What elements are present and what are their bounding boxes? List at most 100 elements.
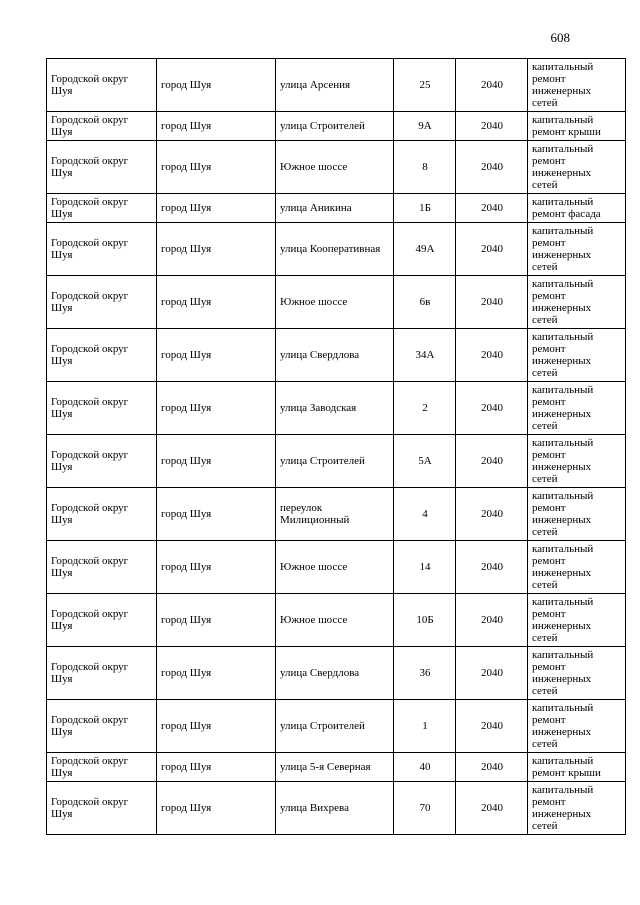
cell-municipality: Городской округ Шуя <box>46 328 157 382</box>
city-text: город Шуя <box>161 202 212 214</box>
municipality-text: Городской округ Шуя <box>51 449 129 473</box>
cell-house-number: 25 <box>393 58 456 112</box>
house-number-text: 34А <box>415 349 435 361</box>
cell-city: город Шуя <box>156 752 276 782</box>
cell-work-type: капитальный ремонт инженерных сетей <box>527 487 626 541</box>
street-text: улица Арсения <box>280 79 351 91</box>
house-number-text: 40 <box>419 761 431 773</box>
municipality-text: Городской округ Шуя <box>51 755 129 779</box>
cell-city: город Шуя <box>156 222 276 276</box>
work-type-text: капитальный ремонт крыши <box>532 114 601 138</box>
table-row: Городской округ Шуя город Шуя Южное шосс… <box>46 275 626 329</box>
city-text: город Шуя <box>161 761 212 773</box>
house-number-text: 14 <box>419 561 431 573</box>
year-text: 2040 <box>481 402 503 414</box>
cell-year: 2040 <box>455 381 528 435</box>
table-row: Городской округ Шуя город Шуя улица Заво… <box>46 381 626 435</box>
cell-year: 2040 <box>455 487 528 541</box>
table-row: Городской округ Шуя город Шуя Южное шосс… <box>46 140 626 194</box>
cell-work-type: капитальный ремонт инженерных сетей <box>527 781 626 835</box>
cell-house-number: 8 <box>393 140 456 194</box>
year-text: 2040 <box>481 202 503 214</box>
table-row: Городской округ Шуя город Шуя переулок М… <box>46 487 626 541</box>
house-number-text: 8 <box>422 161 428 173</box>
cell-house-number: 1Б <box>393 193 456 223</box>
work-type-text: капитальный ремонт инженерных сетей <box>532 278 594 326</box>
cell-house-number: 1 <box>393 699 456 753</box>
cell-work-type: капитальный ремонт инженерных сетей <box>527 222 626 276</box>
street-text: Южное шоссе <box>280 561 348 573</box>
city-text: город Шуя <box>161 720 212 732</box>
table-row: Городской округ Шуя город Шуя улица Стро… <box>46 111 626 141</box>
cell-house-number: 10Б <box>393 593 456 647</box>
cell-street: улица Кооперативная <box>275 222 394 276</box>
year-text: 2040 <box>481 614 503 626</box>
year-text: 2040 <box>481 349 503 361</box>
table-row: Городской округ Шуя город Шуя Южное шосс… <box>46 593 626 647</box>
table-row: Городской округ Шуя город Шуя улица Стро… <box>46 699 626 753</box>
cell-municipality: Городской округ Шуя <box>46 593 157 647</box>
street-text: улица Вихрева <box>280 802 349 814</box>
page-number: 608 <box>550 30 571 45</box>
municipality-text: Городской округ Шуя <box>51 396 129 420</box>
year-text: 2040 <box>481 161 503 173</box>
cell-city: город Шуя <box>156 193 276 223</box>
street-text: улица Аникина <box>280 202 352 214</box>
work-type-text: капитальный ремонт инженерных сетей <box>532 143 594 191</box>
city-text: город Шуя <box>161 402 212 414</box>
cell-city: город Шуя <box>156 781 276 835</box>
cell-street: улица Свердлова <box>275 328 394 382</box>
work-type-text: капитальный ремонт инженерных сетей <box>532 61 594 109</box>
street-text: Южное шоссе <box>280 296 348 308</box>
cell-street: улица Свердлова <box>275 646 394 700</box>
city-text: город Шуя <box>161 802 212 814</box>
work-type-text: капитальный ремонт инженерных сетей <box>532 649 594 697</box>
city-text: город Шуя <box>161 296 212 308</box>
year-text: 2040 <box>481 761 503 773</box>
cell-work-type: капитальный ремонт инженерных сетей <box>527 699 626 753</box>
year-text: 2040 <box>481 508 503 520</box>
city-text: город Шуя <box>161 455 212 467</box>
cell-work-type: капитальный ремонт инженерных сетей <box>527 381 626 435</box>
street-text: Южное шоссе <box>280 614 348 626</box>
street-text: улица Строителей <box>280 455 365 467</box>
year-text: 2040 <box>481 243 503 255</box>
work-type-text: капитальный ремонт инженерных сетей <box>532 490 594 538</box>
house-number-text: 9А <box>418 120 432 132</box>
city-text: город Шуя <box>161 120 212 132</box>
work-type-text: капитальный ремонт инженерных сетей <box>532 596 594 644</box>
cell-house-number: 2 <box>393 381 456 435</box>
cell-year: 2040 <box>455 434 528 488</box>
repair-schedule-table: Городской округ Шуя город Шуя улица Арсе… <box>46 58 626 835</box>
cell-municipality: Городской округ Шуя <box>46 487 157 541</box>
table-row: Городской округ Шуя город Шуя улица 5-я … <box>46 752 626 782</box>
cell-year: 2040 <box>455 593 528 647</box>
cell-work-type: капитальный ремонт крыши <box>527 111 626 141</box>
cell-city: город Шуя <box>156 111 276 141</box>
city-text: город Шуя <box>161 667 212 679</box>
municipality-text: Городской округ Шуя <box>51 661 129 685</box>
cell-work-type: капитальный ремонт инженерных сетей <box>527 434 626 488</box>
cell-municipality: Городской округ Шуя <box>46 699 157 753</box>
municipality-text: Городской округ Шуя <box>51 502 129 526</box>
cell-house-number: 34А <box>393 328 456 382</box>
cell-municipality: Городской округ Шуя <box>46 58 157 112</box>
cell-house-number: 9А <box>393 111 456 141</box>
house-number-text: 25 <box>419 79 431 91</box>
house-number-text: 4 <box>422 508 428 520</box>
table-body: Городской округ Шуя город Шуя улица Арсе… <box>46 58 626 835</box>
cell-year: 2040 <box>455 111 528 141</box>
street-text: улица Кооперативная <box>280 243 381 255</box>
cell-street: улица 5-я Северная <box>275 752 394 782</box>
year-text: 2040 <box>481 120 503 132</box>
municipality-text: Городской округ Шуя <box>51 343 129 367</box>
table-row: Городской округ Шуя город Шуя улица Свер… <box>46 646 626 700</box>
year-text: 2040 <box>481 455 503 467</box>
municipality-text: Городской округ Шуя <box>51 114 129 138</box>
work-type-text: капитальный ремонт инженерных сетей <box>532 702 594 750</box>
work-type-text: капитальный ремонт фасада <box>532 196 601 220</box>
table-row: Городской округ Шуя город Шуя улица Свер… <box>46 328 626 382</box>
municipality-text: Городской округ Шуя <box>51 196 129 220</box>
cell-city: город Шуя <box>156 434 276 488</box>
